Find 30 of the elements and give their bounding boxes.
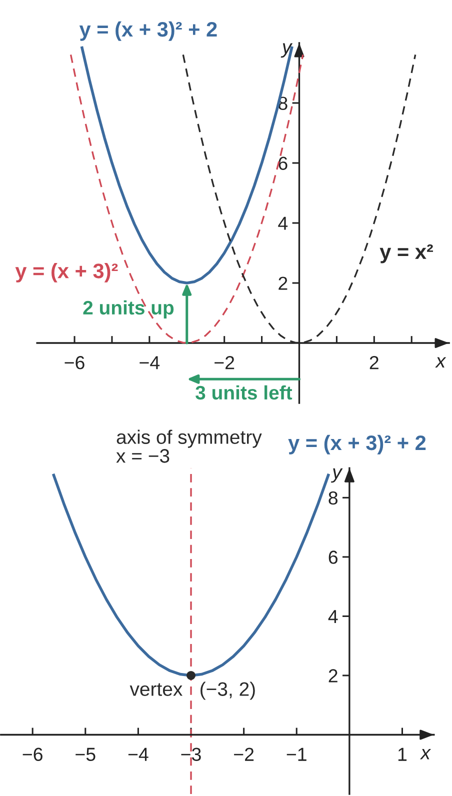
x-tick-label: 1 <box>398 748 407 761</box>
y-tick-label: 6 <box>278 156 288 170</box>
y-tick-label: 2 <box>278 276 288 290</box>
x-axis-title: x <box>420 748 432 760</box>
data-label: (−3, 2) <box>200 682 255 700</box>
y-tick-label: 2 <box>328 669 338 682</box>
series-label: y = (x + 3)² + 2 <box>79 21 217 41</box>
annotation: 3 units left <box>196 385 292 400</box>
y-tick-label: 8 <box>328 491 338 505</box>
annotation: 2 units up <box>83 300 174 318</box>
text: y = (x + 3)² + 2 <box>288 434 426 454</box>
y-tick-label: 6 <box>328 550 338 564</box>
x-tick-label: −4 <box>128 748 148 761</box>
x-tick-label: −6 <box>22 748 42 762</box>
x-tick-label: −5 <box>76 748 96 762</box>
series-label: y = (x + 3)² <box>15 263 118 282</box>
x-tick-label: 2 <box>370 356 378 370</box>
ref-line-label: axis of symmetry x = −3 <box>116 430 262 463</box>
series-label: y = x² <box>380 244 433 264</box>
y-axis-title: y <box>330 468 343 483</box>
y-tick-label: 4 <box>278 216 288 230</box>
x-tick-label: −2 <box>214 356 234 370</box>
y-tick-label: 4 <box>328 610 338 624</box>
x-tick-label: −3 <box>181 748 201 762</box>
x-tick-label: −4 <box>140 356 160 370</box>
annotation: vertex <box>130 683 182 696</box>
x-axis-title: x <box>435 357 446 368</box>
x-tick-label: −2 <box>234 748 254 761</box>
x-tick-label: −6 <box>64 356 84 370</box>
x-tick-label: −1 <box>286 748 306 761</box>
